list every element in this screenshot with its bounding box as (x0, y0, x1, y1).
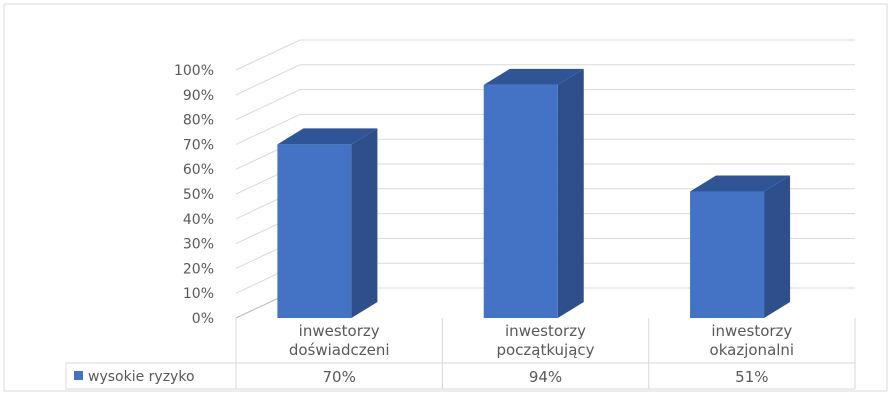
legend-swatch (74, 371, 83, 380)
gridline-side (235, 39, 301, 71)
y-tick-label: 30% (183, 237, 214, 253)
bar-side (557, 68, 584, 318)
data-table-value: 94% (529, 368, 562, 386)
legend-series-label: wysokie ryzyko (88, 369, 195, 385)
bars (277, 68, 791, 318)
x-category-label: okazjonalni (710, 341, 795, 359)
bar-side (764, 175, 791, 318)
bar (690, 191, 765, 318)
data-table: inwestorzydoświadczeni70%inwestorzypoczą… (65, 318, 856, 390)
gridline-side (235, 89, 301, 121)
data-table-value: 70% (322, 368, 355, 386)
gridline-side (235, 113, 301, 145)
y-tick-label: 0% (192, 311, 214, 327)
x-category-label: doświadczeni (289, 341, 390, 359)
bar-top (277, 128, 378, 145)
y-tick-label: 40% (183, 212, 214, 228)
gridline-side (235, 64, 301, 96)
y-tick-label: 80% (183, 113, 214, 129)
data-table-value: 51% (735, 368, 768, 386)
bar (277, 144, 352, 318)
y-tick-label: 50% (183, 187, 214, 203)
bar-top (690, 175, 791, 192)
x-category-label: inwestorzy (711, 322, 792, 340)
y-axis-ticks: 0% 10% 20% 30% 40% 50% 60% 70% 80% 90% 100% (174, 63, 214, 327)
x-category-label: inwestorzy (505, 322, 586, 340)
y-tick-label: 90% (183, 88, 214, 104)
y-tick-label: 60% (183, 162, 214, 178)
x-category-label: inwestorzy (299, 322, 380, 340)
bar-top (483, 68, 584, 85)
x-category-label: początkujący (496, 341, 594, 359)
bar-side (351, 128, 378, 318)
y-tick-label: 10% (183, 286, 214, 302)
y-tick-label: 100% (174, 63, 214, 79)
y-tick-label: 70% (183, 137, 214, 153)
y-tick-label: 20% (183, 261, 214, 277)
bar (483, 84, 558, 318)
